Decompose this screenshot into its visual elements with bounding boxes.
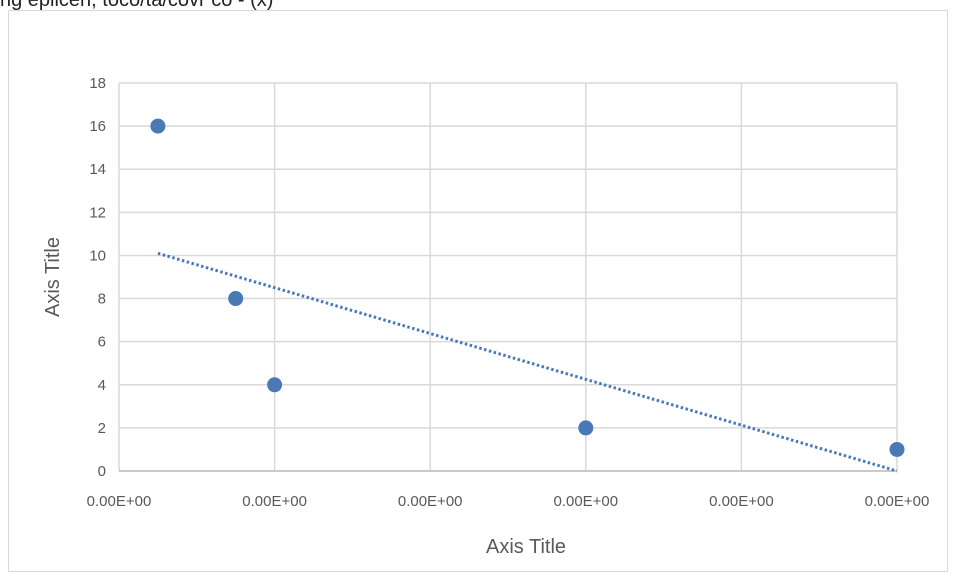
trendline xyxy=(157,251,898,473)
data-point xyxy=(228,291,244,307)
y-tick-label: 0 xyxy=(98,463,106,480)
data-point xyxy=(267,377,283,393)
y-tick-label: 10 xyxy=(89,247,106,264)
page-caption: ng eplicen, toco/ta/covr co - (x) xyxy=(0,0,274,11)
y-tick-label: 18 xyxy=(89,75,106,92)
y-tick-label: 14 xyxy=(89,161,106,178)
x-tick-label: 0.00E+00 xyxy=(398,493,463,510)
y-tick-label: 12 xyxy=(89,204,106,221)
y-tick-label: 8 xyxy=(98,291,106,308)
chart-area xyxy=(8,10,948,572)
data-point xyxy=(889,441,905,457)
data-point xyxy=(150,118,166,134)
y-tick-label: 6 xyxy=(98,334,106,351)
x-tick-label: 0.00E+00 xyxy=(553,493,618,510)
y-tick-label: 2 xyxy=(98,420,106,437)
y-axis-title: Axis Title xyxy=(42,237,64,317)
x-axis-title: Axis Title xyxy=(486,536,566,558)
x-tick-label: 0.00E+00 xyxy=(865,493,930,510)
x-tick-label: 0.00E+00 xyxy=(87,493,152,510)
y-tick-label: 4 xyxy=(98,377,106,394)
data-point xyxy=(578,420,594,436)
x-tick-label: 0.00E+00 xyxy=(709,493,774,510)
y-tick-label: 16 xyxy=(89,118,106,135)
x-tick-label: 0.00E+00 xyxy=(242,493,307,510)
